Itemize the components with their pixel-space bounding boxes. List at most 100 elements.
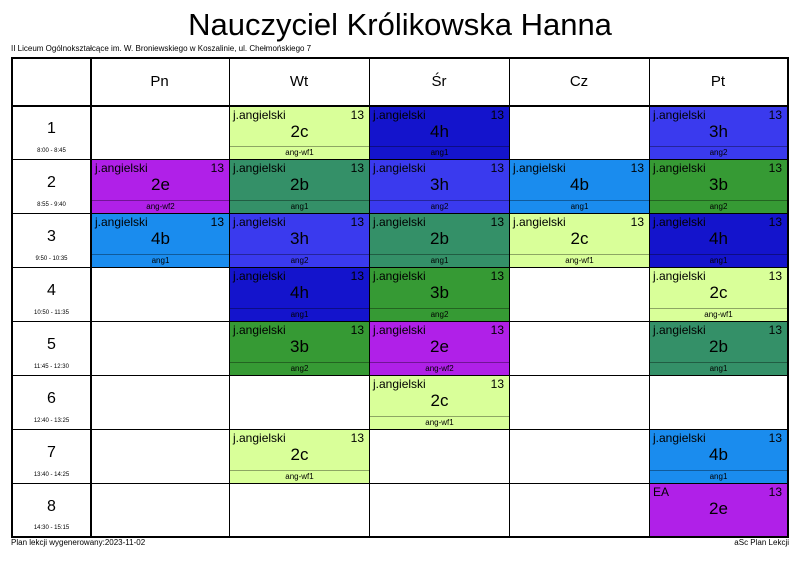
lesson-room: 13: [490, 108, 504, 122]
lesson-cell[interactable]: j.angielski 13 2c ang-wf1: [510, 214, 649, 267]
generated-date: Plan lekcji wygenerowany:2023-11-02: [11, 538, 146, 547]
grid-hline: [13, 321, 787, 322]
lesson-room: 13: [350, 161, 364, 175]
lesson-cell[interactable]: j.angielski 13 2c ang-wf1: [230, 430, 369, 483]
lesson-class: 3b: [290, 337, 309, 356]
lesson-class: 2b: [709, 337, 728, 356]
lesson-cell[interactable]: j.angielski 13 2c ang-wf1: [650, 268, 787, 321]
lesson-class: 2c: [570, 229, 589, 248]
lesson-group: ang1: [370, 146, 509, 158]
lesson-group: ang2: [230, 254, 369, 266]
lesson-class: 2b: [290, 175, 309, 194]
lesson-subject: j.angielski: [373, 377, 426, 391]
lesson-cell[interactable]: j.angielski 13 2c ang-wf1: [230, 107, 369, 159]
grid-vline: [369, 59, 370, 536]
lesson-cell[interactable]: j.angielski 13 3h ang2: [370, 160, 509, 213]
grid-vline: [649, 59, 650, 536]
lesson-class: 2b: [430, 229, 449, 248]
grid-hline: [13, 105, 787, 107]
lesson-group: ang2: [650, 146, 787, 158]
lesson-cell[interactable]: j.angielski 13 4b ang1: [92, 214, 229, 267]
lesson-class: 2e: [430, 337, 449, 356]
lesson-room: 13: [768, 485, 782, 499]
lesson-cell[interactable]: EA 13 2e: [650, 484, 787, 536]
lesson-group: ang-wf1: [650, 308, 787, 320]
lesson-cell[interactable]: j.angielski 13 2e ang-wf2: [370, 322, 509, 375]
lesson-subject: j.angielski: [513, 215, 566, 229]
lesson-subject: j.angielski: [233, 108, 286, 122]
lesson-subject: j.angielski: [653, 215, 706, 229]
day-header: Cz: [569, 73, 589, 90]
period-label: 1 8:00 - 8:45: [13, 105, 90, 159]
period-label: 8 14:30 - 15:15: [13, 483, 90, 536]
lesson-subject: j.angielski: [373, 108, 426, 122]
lesson-group: ang2: [370, 200, 509, 212]
grid-hline: [13, 375, 787, 376]
lesson-cell[interactable]: j.angielski 13 3b ang2: [370, 268, 509, 321]
lesson-group: ang2: [370, 308, 509, 320]
lesson-class: 2e: [709, 499, 728, 518]
lesson-class: 4b: [570, 175, 589, 194]
lesson-class: 4h: [709, 229, 728, 248]
lesson-cell[interactable]: j.angielski 13 3h ang2: [650, 107, 787, 159]
lesson-class: 2c: [290, 122, 309, 141]
lesson-subject: j.angielski: [653, 161, 706, 175]
lesson-group: ang1: [92, 254, 229, 266]
page-title: Nauczyciel Królikowska Hanna: [188, 7, 612, 42]
lesson-cell[interactable]: j.angielski 13 2e ang-wf2: [92, 160, 229, 213]
lesson-cell[interactable]: j.angielski 13 4h ang1: [650, 214, 787, 267]
period-label: 3 9:50 - 10:35: [13, 213, 90, 267]
lesson-room: 13: [768, 161, 782, 175]
lesson-class: 4b: [151, 229, 170, 248]
lesson-cell[interactable]: j.angielski 13 2b ang1: [370, 214, 509, 267]
lesson-group: ang-wf1: [230, 470, 369, 482]
period-time: 13:40 - 14:25: [33, 472, 70, 478]
lesson-cell[interactable]: j.angielski 13 4h ang1: [370, 107, 509, 159]
app-credit: aSc Plan Lekcji: [734, 538, 789, 547]
grid-hline: [13, 429, 787, 430]
lesson-subject: j.angielski: [95, 161, 148, 175]
lesson-room: 13: [768, 269, 782, 283]
lesson-cell[interactable]: j.angielski 13 2c ang-wf1: [370, 376, 509, 429]
lesson-class: 3h: [430, 175, 449, 194]
lesson-cell[interactable]: j.angielski 13 2b ang1: [650, 322, 787, 375]
grid-vline: [90, 59, 92, 536]
grid-hline: [13, 159, 787, 160]
grid-vline: [229, 59, 230, 536]
lesson-subject: j.angielski: [373, 161, 426, 175]
period-time: 14:30 - 15:15: [33, 525, 70, 531]
day-header: Śr: [431, 73, 447, 90]
period-number: 4: [47, 282, 56, 299]
lesson-room: 13: [490, 269, 504, 283]
lesson-room: 13: [490, 215, 504, 229]
lesson-class: 3b: [709, 175, 728, 194]
lesson-room: 13: [768, 431, 782, 445]
grid-vline: [509, 59, 510, 536]
lesson-cell[interactable]: j.angielski 13 4b ang1: [650, 430, 787, 483]
period-number: 3: [47, 228, 56, 245]
lesson-group: ang-wf1: [510, 254, 649, 266]
lesson-room: 13: [350, 269, 364, 283]
period-label: 4 10:50 - 11:35: [13, 267, 90, 321]
period-label: 2 8:55 - 9:40: [13, 159, 90, 213]
day-header: Pt: [710, 73, 726, 90]
grid-hline: [13, 267, 787, 268]
lesson-class: 4h: [290, 283, 309, 302]
lesson-room: 13: [350, 108, 364, 122]
lesson-class: 3h: [709, 122, 728, 141]
period-time: 11:45 - 12:30: [34, 364, 69, 370]
lesson-cell[interactable]: j.angielski 13 2b ang1: [230, 160, 369, 213]
lesson-cell[interactable]: j.angielski 13 4h ang1: [230, 268, 369, 321]
lesson-room: 13: [630, 161, 644, 175]
lesson-cell[interactable]: j.angielski 13 3b ang2: [230, 322, 369, 375]
period-time: 10:50 - 11:35: [34, 310, 69, 316]
period-number: 5: [47, 336, 56, 353]
lesson-subject: j.angielski: [653, 431, 706, 445]
lesson-cell[interactable]: j.angielski 13 3h ang2: [230, 214, 369, 267]
period-number: 6: [47, 390, 56, 407]
period-time: 9:50 - 10:35: [35, 256, 68, 262]
lesson-cell[interactable]: j.angielski 13 3b ang2: [650, 160, 787, 213]
lesson-subject: j.angielski: [513, 161, 566, 175]
lesson-class: 2c: [290, 445, 309, 464]
lesson-cell[interactable]: j.angielski 13 4b ang1: [510, 160, 649, 213]
